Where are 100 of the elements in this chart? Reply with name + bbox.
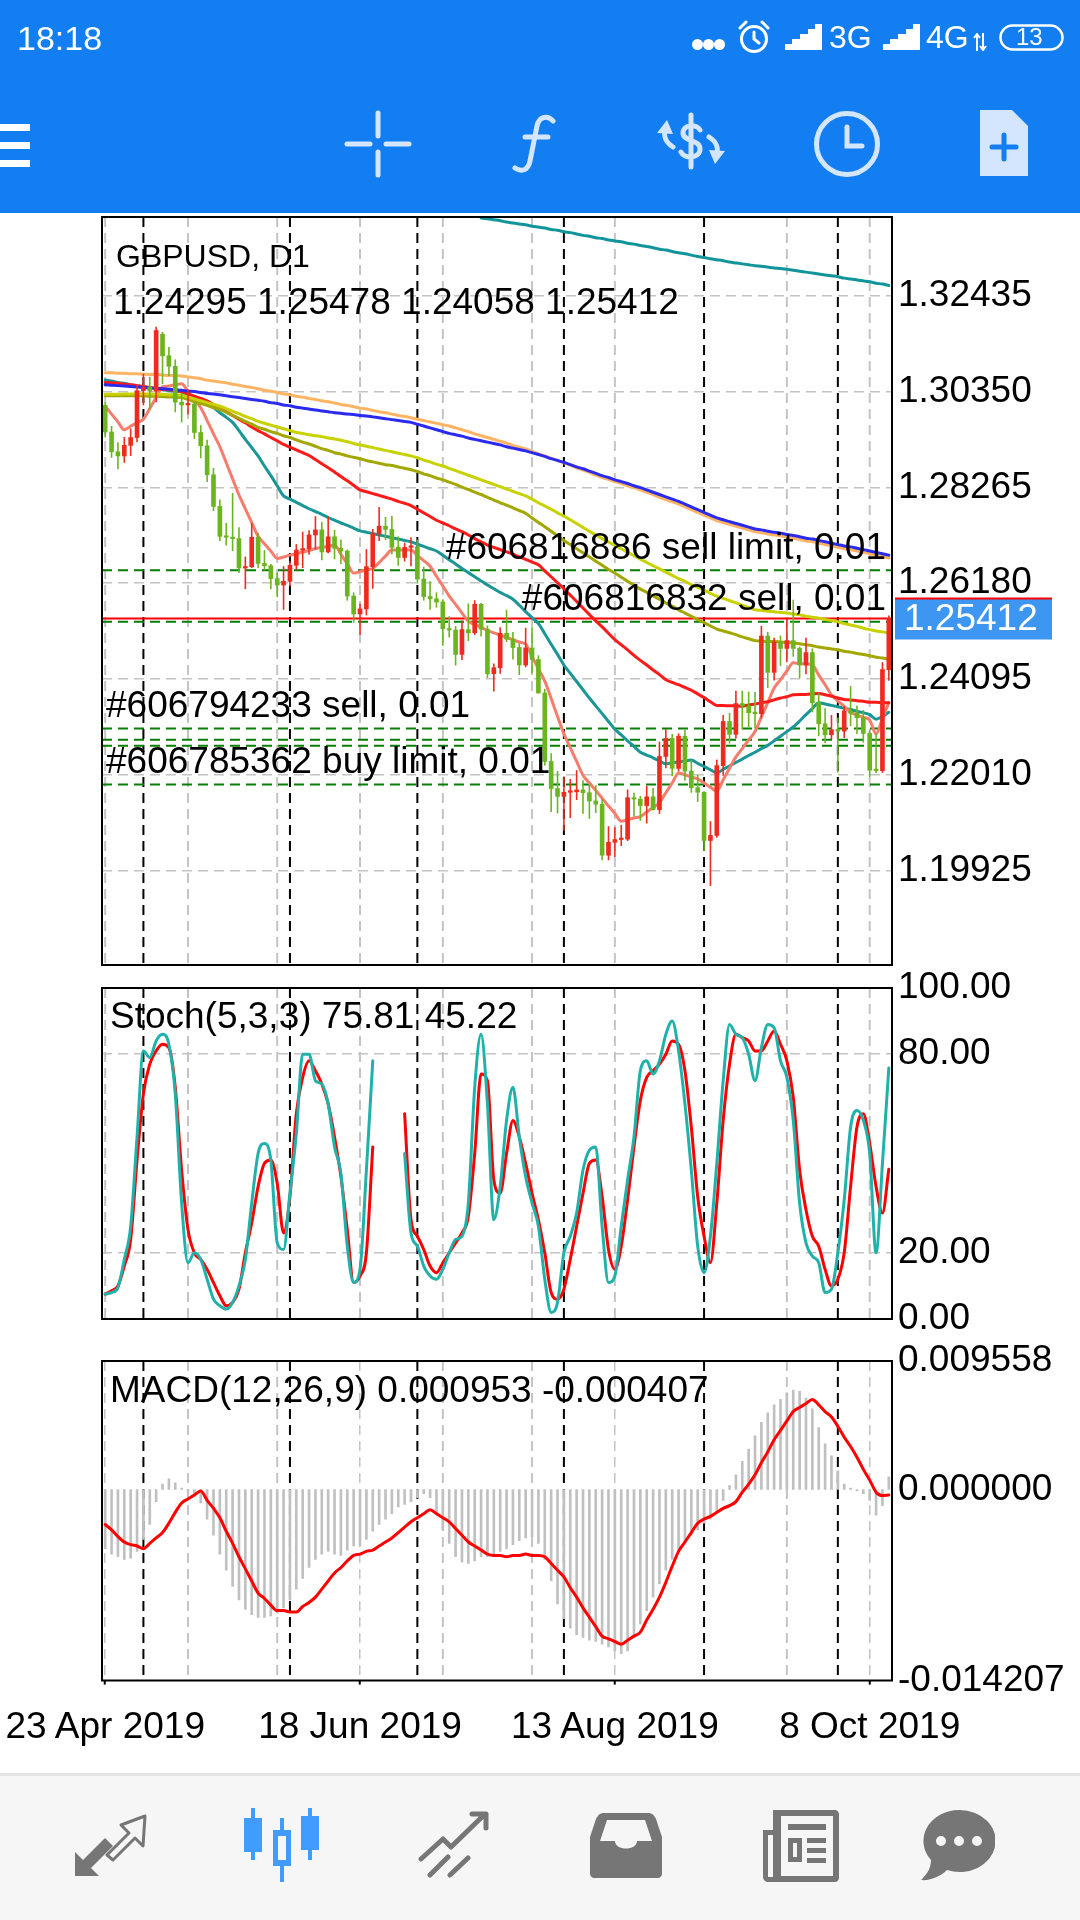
bar [594, 1489, 598, 1642]
bar [454, 1489, 457, 1558]
bar [728, 1485, 731, 1490]
bar [244, 1489, 247, 1610]
bar [122, 1489, 126, 1560]
line-series [479, 217, 891, 287]
bar [849, 1487, 852, 1490]
text: 13 [1016, 23, 1043, 50]
bar [588, 1489, 591, 1641]
ref-line-label: #606794233 sell, 0.01 [106, 683, 471, 725]
bar [352, 1489, 355, 1547]
bar [619, 1489, 623, 1654]
candlestick [332, 529, 337, 561]
candlestick [555, 770, 560, 815]
y-tick-label: 0.009558 [898, 1338, 1053, 1380]
bar [658, 1489, 661, 1585]
bar [830, 1455, 833, 1490]
y-tick-label: -0.014207 [898, 1657, 1065, 1699]
bar [811, 1408, 814, 1490]
text: GBPUSD, D1 [116, 237, 310, 274]
bar [779, 1399, 782, 1490]
bar [345, 1489, 349, 1551]
bar [263, 1489, 266, 1618]
bar [294, 1489, 298, 1590]
bar [740, 1460, 744, 1490]
y-tick-label: 1.22010 [898, 751, 1032, 793]
bar [422, 1489, 426, 1494]
bar [282, 1489, 285, 1609]
candlestick [504, 609, 509, 643]
bar [103, 1489, 107, 1550]
bar [467, 1489, 470, 1564]
chart-title: MACD(12,26,9) 0.000953 -0.000407 [110, 1369, 709, 1411]
bar [524, 1489, 527, 1539]
x-tick-label: 18 Jun 2019 [258, 1705, 462, 1746]
bar [492, 1489, 496, 1555]
bar [301, 1489, 305, 1579]
bar [677, 1489, 680, 1551]
y-tick-label: 0.00 [898, 1296, 971, 1338]
y-tick-label: 1.30350 [898, 368, 1032, 410]
bar [498, 1489, 502, 1552]
bar [275, 1489, 279, 1614]
bar [791, 1389, 795, 1490]
text: 18:18 [17, 19, 103, 57]
bar [231, 1489, 234, 1587]
bar [817, 1427, 821, 1490]
bar [180, 1487, 183, 1490]
bar [473, 1489, 477, 1562]
bar [575, 1489, 578, 1636]
y-tick-label: 1.19925 [898, 847, 1032, 889]
bar [670, 1489, 674, 1560]
bar [314, 1489, 317, 1560]
bar [626, 1489, 629, 1652]
bar [142, 1489, 145, 1540]
bar [556, 1489, 559, 1605]
bar [365, 1489, 368, 1540]
bar [543, 1489, 547, 1560]
bar [435, 1489, 438, 1513]
bar [887, 1476, 891, 1490]
bar [537, 1489, 540, 1544]
bar [384, 1489, 387, 1520]
bar [607, 1489, 610, 1648]
bar [250, 1489, 254, 1615]
text: 3G [829, 19, 872, 55]
bar [161, 1483, 164, 1490]
bar [224, 1489, 228, 1571]
chart-title: Stoch(5,3,3) 75.81 45.22 [110, 995, 518, 1037]
y-tick-label: 0.000000 [898, 1466, 1053, 1508]
bar [862, 1489, 865, 1494]
bar [110, 1489, 113, 1555]
bar [416, 1489, 419, 1498]
bar [333, 1489, 336, 1555]
bar [396, 1489, 400, 1508]
bar [868, 1489, 872, 1501]
bar [842, 1483, 846, 1490]
text: 1.24295 1.25478 1.24058 1.25412 [113, 281, 679, 323]
bar [320, 1489, 324, 1555]
bar [447, 1489, 451, 1544]
bar [645, 1489, 649, 1611]
bar [486, 1489, 489, 1558]
y-tick-label: 20.00 [898, 1230, 991, 1271]
bar [403, 1489, 406, 1505]
x-tick-label: 23 Apr 2019 [5, 1705, 205, 1746]
bar [798, 1391, 801, 1490]
bar [505, 1489, 508, 1550]
bar [568, 1489, 572, 1629]
y-tick-label: 100.00 [898, 965, 1012, 1007]
bar [129, 1489, 132, 1559]
y-tick-label: 1.28265 [898, 464, 1032, 506]
bar [517, 1489, 521, 1541]
bar [715, 1489, 719, 1513]
x-tick-label: 13 Aug 2019 [510, 1705, 719, 1746]
bar [173, 1482, 177, 1490]
y-tick-label: 1.32435 [898, 273, 1032, 314]
bar [639, 1489, 642, 1625]
bar [148, 1489, 152, 1525]
text: 4G [926, 19, 969, 55]
ref-line-label: #606785362 buy limit, 0.01 [106, 739, 551, 781]
bar [371, 1489, 375, 1532]
y-tick-label: 1.24095 [898, 656, 1032, 698]
bar [766, 1412, 770, 1490]
